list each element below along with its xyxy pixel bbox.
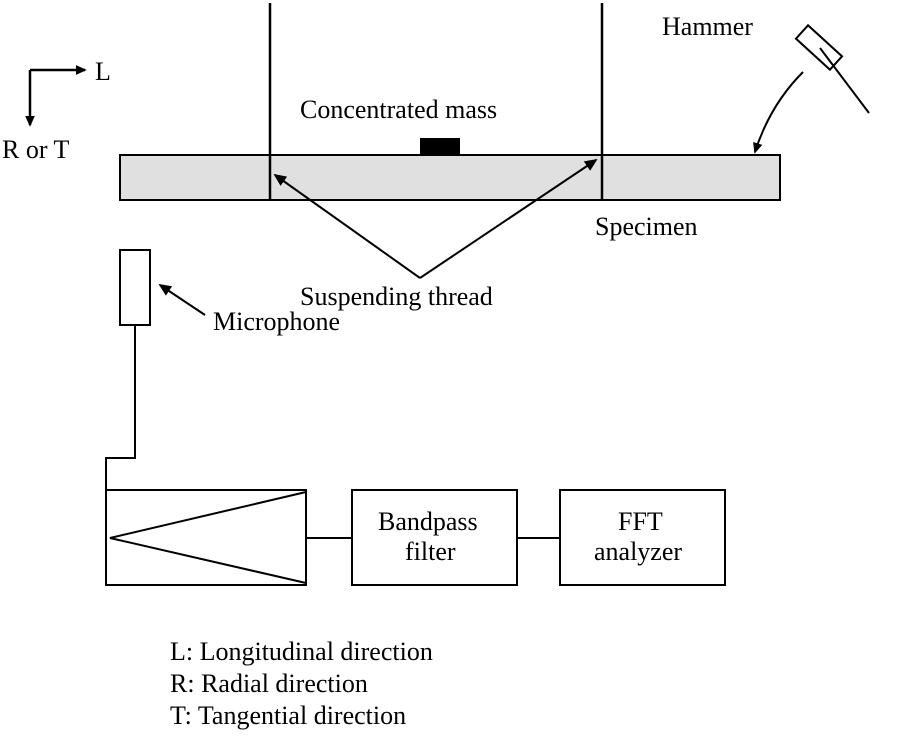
concentrated-mass-label: Concentrated mass <box>300 95 497 124</box>
legend-R: R: Radial direction <box>170 669 368 698</box>
axis-L-label: L <box>95 57 111 86</box>
hammer-label: Hammer <box>662 12 753 41</box>
legend-T: T: Tangential direction <box>170 701 406 730</box>
microphone-label: Microphone <box>213 307 340 336</box>
fft-label: FFT <box>618 507 663 536</box>
analyzer-label: analyzer <box>594 537 682 566</box>
legend-L: L: Longitudinal direction <box>170 637 433 666</box>
specimen-label: Specimen <box>595 212 698 241</box>
filter-label: filter <box>405 537 456 566</box>
specimen <box>120 155 780 200</box>
concentrated-mass <box>420 138 460 155</box>
axis-RT-label: R or T <box>2 135 70 164</box>
bandpass-label: Bandpass <box>378 507 478 536</box>
